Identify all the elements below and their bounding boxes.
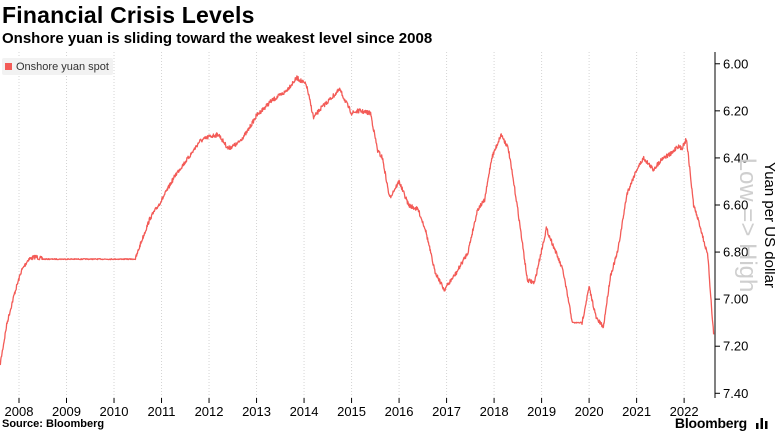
y-tick-label: 7.40 <box>723 386 748 401</box>
x-tick-label: 2016 <box>385 404 414 419</box>
x-tick-label: 2013 <box>242 404 271 419</box>
y-tick-label: 7.20 <box>723 339 748 354</box>
chart-title: Financial Crisis Levels <box>2 2 255 28</box>
x-tick-label: 2008 <box>5 404 34 419</box>
x-tick-label: 2010 <box>100 404 129 419</box>
legend-label: Onshore yuan spot <box>16 60 109 73</box>
x-tick-label: 2022 <box>670 404 699 419</box>
x-tick-label: 2017 <box>432 404 461 419</box>
legend-swatch <box>5 63 12 70</box>
y-axis-annotation: Low => High <box>734 158 761 293</box>
x-tick-label: 2020 <box>575 404 604 419</box>
y-axis: 6.00 6.20 6.40 6.60 6.80 7.00 7.20 7.40 <box>714 52 748 401</box>
y-tick-label: 6.40 <box>723 150 748 165</box>
x-tick-label: 2011 <box>148 404 176 419</box>
y-tick-label: 6.20 <box>723 103 748 118</box>
legend: Onshore yuan spot <box>2 58 113 75</box>
y-axis-label: Yuan per US dollar <box>761 162 775 288</box>
source-note: Source: Bloomberg <box>2 418 105 430</box>
bar-chart-icon <box>756 418 768 429</box>
x-tick-label: 2018 <box>480 404 509 419</box>
y-tick-label: 6.00 <box>723 56 748 71</box>
brand-logo-text: Bloomberg <box>674 415 747 431</box>
y-tick-label: 6.60 <box>723 197 748 212</box>
gridlines <box>18 52 685 398</box>
x-tick-label: 2009 <box>52 404 81 419</box>
series-line-onshore-yuan <box>0 75 715 366</box>
x-axis-ticks: 2008 2009 2010 2011 2012 2013 2014 2015 2016 2017… <box>5 398 699 419</box>
x-tick-label: 2015 <box>337 404 366 419</box>
x-tick-label: 2014 <box>290 404 319 419</box>
y-tick-label: 6.80 <box>723 245 748 260</box>
x-tick-label: 2021 <box>622 404 651 419</box>
x-tick-label: 2012 <box>195 404 224 419</box>
x-tick-label: 2019 <box>527 404 556 419</box>
chart-subtitle: Onshore yuan is sliding toward the weake… <box>2 30 433 47</box>
y-tick-label: 7.00 <box>723 292 748 307</box>
